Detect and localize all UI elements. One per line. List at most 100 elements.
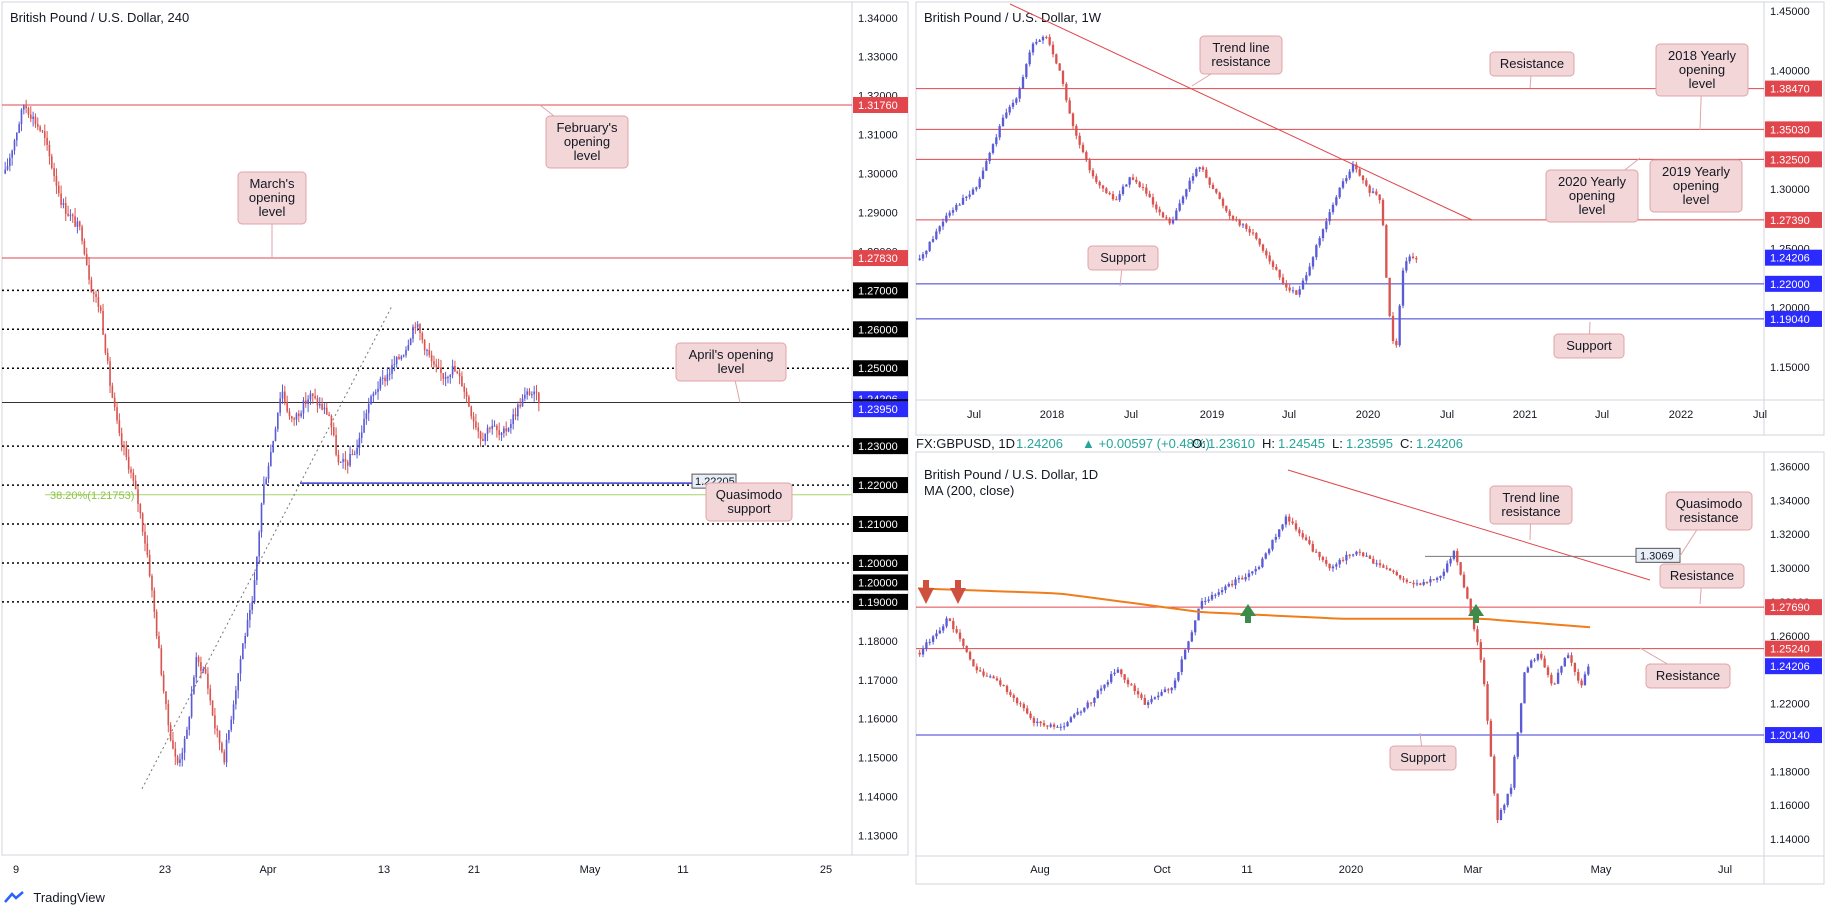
price-axis-tick: 1.18000 — [858, 636, 898, 648]
candle-body — [1452, 551, 1456, 559]
d1-header-price: 1.24206 — [1016, 436, 1063, 451]
price-tag-box — [853, 516, 908, 533]
candle — [186, 726, 188, 740]
candle-body — [1429, 579, 1432, 583]
candle-body — [330, 415, 333, 428]
candle — [1446, 560, 1449, 574]
candle — [1583, 671, 1587, 686]
candle — [85, 247, 88, 266]
candle-body — [482, 439, 484, 442]
candle — [1411, 252, 1415, 260]
candle — [256, 556, 258, 586]
candle — [193, 674, 195, 695]
candle-body — [1085, 152, 1088, 161]
candle-body — [1238, 219, 1241, 226]
callout-2020-yearly-box — [1545, 169, 1639, 223]
candle-body — [318, 403, 321, 406]
candle — [1056, 724, 1059, 728]
candle — [1041, 35, 1045, 44]
candle — [1079, 710, 1083, 716]
candle — [71, 213, 74, 223]
candle — [975, 186, 978, 192]
candle-body — [442, 373, 445, 379]
candle — [181, 747, 184, 767]
candle — [1118, 190, 1121, 203]
candle-body — [277, 412, 279, 429]
price-tag-box — [1765, 727, 1822, 744]
candle-body — [144, 531, 146, 544]
candle-body — [1131, 177, 1135, 180]
candle — [158, 631, 160, 649]
candle — [228, 729, 230, 744]
candle — [1543, 655, 1546, 668]
candle — [1409, 581, 1412, 584]
candle — [437, 358, 440, 369]
candle-body — [158, 636, 160, 649]
candle-body — [1506, 793, 1509, 806]
panel-h4-frame — [1, 1, 909, 856]
candle-body — [1264, 553, 1267, 559]
candle — [456, 370, 459, 374]
candle-body — [1245, 224, 1248, 229]
candle — [1145, 183, 1148, 197]
candle-body — [102, 310, 104, 335]
candle-body — [1138, 182, 1141, 187]
candle-body — [1185, 189, 1188, 197]
price-axis-tick: 1.16000 — [1770, 800, 1810, 812]
candle-body — [332, 427, 335, 435]
callout-resistance-text: Resistance — [1500, 56, 1564, 71]
tradingview-logo[interactable]: TradingView — [4, 890, 105, 905]
candle — [244, 632, 247, 649]
candle — [1573, 662, 1577, 676]
candle — [1175, 208, 1178, 221]
candle-body — [1095, 176, 1098, 182]
candle-body — [1066, 722, 1069, 727]
candle-body — [1583, 674, 1587, 686]
price-tag: 1.19040 — [1765, 310, 1822, 327]
candle — [1341, 556, 1345, 563]
candle — [400, 354, 403, 361]
candle-body — [999, 680, 1002, 686]
candle — [1042, 720, 1046, 727]
price-axis-tick: 1.15000 — [858, 753, 898, 765]
candle — [1228, 209, 1231, 220]
candle — [165, 691, 167, 710]
candle-body — [1151, 197, 1155, 205]
candle-body — [323, 407, 326, 410]
callout-resistance-lower: Resistance — [1639, 647, 1731, 689]
candle-body — [1018, 88, 1021, 99]
candle — [1341, 178, 1345, 190]
candle — [1208, 176, 1211, 189]
candle — [1078, 132, 1081, 149]
candle — [1108, 191, 1111, 196]
candle-body — [123, 445, 125, 448]
price-tag: 1.25000 — [853, 360, 908, 377]
candle-body — [1056, 726, 1059, 728]
candle-body — [1211, 184, 1215, 189]
candle — [1388, 567, 1392, 571]
candle-body — [1398, 305, 1401, 346]
candle — [284, 385, 286, 406]
candle-body — [46, 137, 48, 145]
candle-body — [1305, 275, 1308, 281]
candle-body — [176, 756, 179, 763]
candle-body — [69, 214, 72, 216]
up-arrow-3 — [1468, 604, 1484, 616]
callout-support-lower: Support — [1553, 321, 1625, 359]
candle-body — [1247, 573, 1251, 578]
candle-body — [1118, 194, 1121, 200]
candle — [1422, 579, 1425, 587]
candle — [174, 741, 177, 765]
candle-body — [1486, 684, 1489, 721]
candle — [188, 716, 191, 736]
candle-body — [1351, 554, 1355, 556]
trend-line-dotted — [141, 305, 393, 790]
candle — [1126, 677, 1130, 688]
candle-body — [111, 385, 114, 398]
price-axis-tick: 1.14000 — [858, 792, 898, 804]
candle — [935, 629, 938, 640]
candle — [398, 354, 400, 360]
candle-body — [1308, 540, 1311, 544]
